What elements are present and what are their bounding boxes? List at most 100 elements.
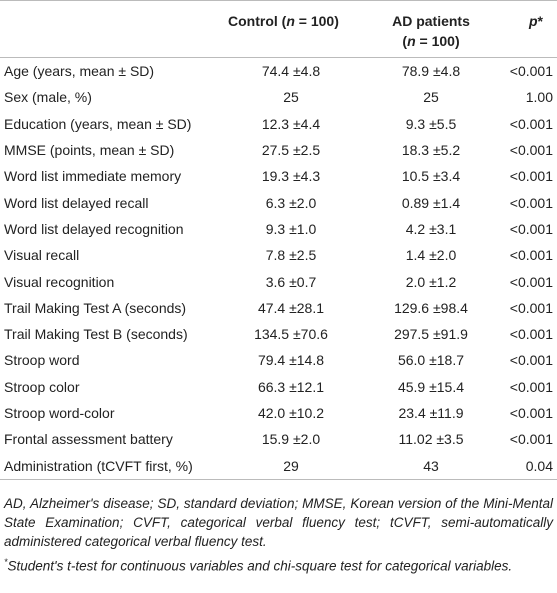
control-value: 29 bbox=[283, 457, 299, 474]
table-row: Administration (tCVFT first, %) 29 43 0.04 bbox=[0, 452, 557, 480]
ad-value: 10.5 ±3.4 bbox=[401, 168, 461, 185]
ad-value: 4.2 ±3.1 bbox=[405, 220, 457, 237]
p-value: <0.001 bbox=[509, 326, 553, 343]
row-label: Stroop word bbox=[4, 352, 80, 369]
p-value: <0.001 bbox=[509, 352, 553, 369]
table-row: Frontal assessment battery 15.9 ±2.0 11.02… bbox=[0, 426, 557, 452]
table-row: Stroop word-color 42.0 ±10.2 23.4 ±11.9 <0.… bbox=[0, 400, 557, 426]
header-var: p bbox=[528, 13, 538, 29]
p-value: <0.001 bbox=[509, 299, 553, 316]
control-value: 66.3 ±12.1 bbox=[257, 378, 325, 395]
table-row: Visual recognition 3.6 ±0.7 2.0 ±1.2 <0.001 bbox=[0, 268, 557, 294]
p-value: <0.001 bbox=[509, 63, 553, 80]
row-label: Word list delayed recall bbox=[4, 194, 149, 211]
header-var: n bbox=[407, 33, 416, 49]
header-var: n bbox=[286, 13, 295, 29]
table-row: Education (years, mean ± SD) 12.3 ±4.4 9.3… bbox=[0, 111, 557, 137]
ad-value: 23.4 ±11.9 bbox=[398, 405, 464, 421]
table-row: Trail Making Test A (seconds) 47.4 ±28.1 1… bbox=[0, 295, 557, 321]
footnote-note: *Student's t-test for continuous variabl… bbox=[0, 551, 557, 576]
ad-value: 297.5 ±91.9 bbox=[394, 326, 468, 343]
header-text: = 100) bbox=[294, 13, 339, 29]
row-label: MMSE (points, mean ± SD) bbox=[4, 142, 175, 159]
header-text: ( bbox=[402, 33, 408, 49]
ad-value: 11.02 ±3.5 bbox=[398, 431, 464, 448]
table-row: Trail Making Test B (seconds) 134.5 ±70.6… bbox=[0, 321, 557, 347]
header-mark: * bbox=[537, 13, 543, 29]
control-value: 15.9 ±2.0 bbox=[261, 431, 321, 448]
table-row: MMSE (points, mean ± SD) 27.5 ±2.5 18.3 ±5… bbox=[0, 137, 557, 163]
ad-value: 56.0 ±18.7 bbox=[397, 352, 465, 369]
control-value: 42.0 ±10.2 bbox=[257, 405, 325, 421]
header-text: ( bbox=[281, 13, 287, 29]
control-value: 6.3 ±2.0 bbox=[265, 194, 317, 211]
header-control: Control (n = 100) bbox=[220, 1, 362, 58]
footnote-mark: * bbox=[4, 556, 8, 567]
table-row: Word list delayed recall 6.3 ±2.0 0.89 ±1.… bbox=[0, 189, 557, 215]
row-label: Visual recall bbox=[4, 247, 80, 264]
footnote-abbreviations: AD, Alzheimer's disease; SD, standard de… bbox=[4, 495, 553, 549]
control-value: 7.8 ±2.5 bbox=[265, 247, 317, 264]
control-value: 47.4 ±28.1 bbox=[257, 299, 325, 316]
p-value: <0.001 bbox=[509, 115, 553, 132]
p-value: <0.001 bbox=[509, 220, 553, 237]
row-label: Education (years, mean ± SD) bbox=[4, 115, 192, 132]
table-row: Word list immediate memory 19.3 ±4.3 10.5 … bbox=[0, 163, 557, 189]
row-label: Word list immediate memory bbox=[4, 168, 182, 185]
footnote-text: Student's t-test for continuous variable… bbox=[7, 558, 513, 574]
data-table: Control (n = 100) AD patients (n = 100) p… bbox=[0, 0, 557, 480]
header-row: Control (n = 100) AD patients (n = 100) p… bbox=[0, 0, 557, 58]
control-value: 3.6 ±0.7 bbox=[265, 273, 317, 290]
p-value: <0.001 bbox=[509, 405, 553, 421]
control-value: 79.4 ±14.8 bbox=[257, 352, 325, 369]
ad-value: 1.4 ±2.0 bbox=[405, 247, 457, 264]
table-row: Word list delayed recognition 9.3 ±1.0 4.2… bbox=[0, 216, 557, 242]
header-text: AD patients bbox=[392, 13, 470, 29]
p-value: <0.001 bbox=[509, 142, 553, 159]
control-value: 27.5 ±2.5 bbox=[261, 142, 321, 159]
p-value: <0.001 bbox=[509, 168, 553, 185]
row-label: Visual recognition bbox=[4, 273, 115, 290]
p-value: <0.001 bbox=[509, 378, 553, 395]
table-row: Age (years, mean ± SD) 74.4 ±4.8 78.9 ±4.8… bbox=[0, 58, 557, 85]
control-value: 134.5 ±70.6 bbox=[254, 326, 328, 343]
ad-value: 9.3 ±5.5 bbox=[405, 115, 457, 132]
ad-value: 45.9 ±15.4 bbox=[397, 378, 465, 395]
ad-value: 0.89 ±1.4 bbox=[401, 194, 461, 211]
row-label: Age (years, mean ± SD) bbox=[4, 63, 155, 80]
header-blank bbox=[0, 1, 220, 58]
row-label: Word list delayed recognition bbox=[4, 220, 184, 237]
table-row: Stroop word 79.4 ±14.8 56.0 ±18.7 <0.001 bbox=[0, 347, 557, 373]
table-header: Control (n = 100) AD patients (n = 100) p… bbox=[0, 0, 557, 58]
p-value: <0.001 bbox=[509, 247, 553, 264]
row-label: Frontal assessment battery bbox=[4, 431, 173, 448]
table-row: Stroop color 66.3 ±12.1 45.9 ±15.4 <0.001 bbox=[0, 374, 557, 400]
header-text: = 100) bbox=[415, 33, 460, 49]
row-label: Stroop word-color bbox=[4, 405, 115, 421]
ad-value: 43 bbox=[423, 457, 439, 474]
ad-value: 78.9 ±4.8 bbox=[401, 63, 461, 80]
control-value: 74.4 ±4.8 bbox=[261, 63, 321, 80]
ad-value: 2.0 ±1.2 bbox=[405, 273, 457, 290]
ad-value: 129.6 ±98.4 bbox=[394, 299, 468, 316]
row-label: Sex (male, %) bbox=[4, 89, 92, 106]
header-ad: AD patients (n = 100) bbox=[362, 1, 500, 58]
header-text: Control bbox=[228, 13, 278, 29]
p-value: <0.001 bbox=[509, 194, 553, 211]
p-value: <0.001 bbox=[509, 273, 553, 290]
row-label: Trail Making Test B (seconds) bbox=[4, 326, 188, 343]
table-row: Visual recall 7.8 ±2.5 1.4 ±2.0 <0.001 bbox=[0, 242, 557, 268]
control-value: 25 bbox=[283, 89, 299, 106]
ad-value: 25 bbox=[423, 89, 439, 106]
row-label: Administration (tCVFT first, %) bbox=[4, 457, 193, 474]
row-label: Trail Making Test A (seconds) bbox=[4, 299, 187, 316]
p-value: 0.04 bbox=[525, 457, 553, 474]
header-p: p* bbox=[500, 1, 557, 58]
control-value: 9.3 ±1.0 bbox=[265, 220, 317, 237]
row-label: Stroop color bbox=[4, 378, 80, 395]
control-value: 19.3 ±4.3 bbox=[261, 168, 321, 185]
table-body: Age (years, mean ± SD) 74.4 ±4.8 78.9 ±4.8… bbox=[0, 58, 557, 480]
ad-value: 18.3 ±5.2 bbox=[401, 142, 461, 159]
p-value: <0.001 bbox=[509, 431, 553, 448]
